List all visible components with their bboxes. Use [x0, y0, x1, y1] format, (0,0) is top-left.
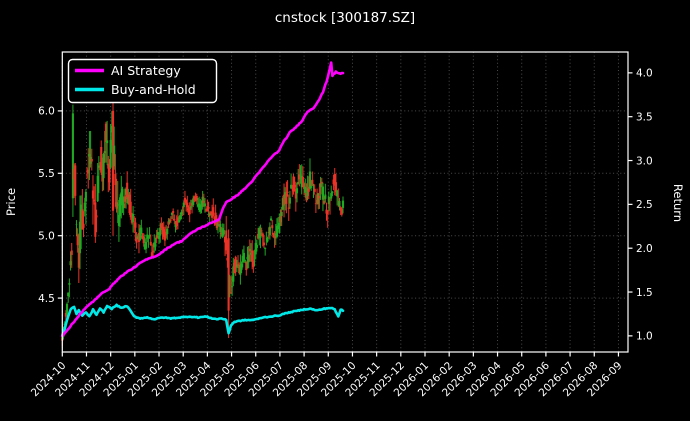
- price-tick-label: 5.5: [38, 168, 55, 180]
- candlestick-series: [61, 100, 345, 347]
- return-tick-label: 4.0: [636, 68, 653, 80]
- return-tick-label: 3.0: [636, 155, 653, 167]
- return-tick-label: 2.5: [636, 199, 653, 211]
- return-axis-label: Return: [671, 184, 685, 222]
- axis-ticks: [57, 72, 633, 357]
- price-tick-label: 4.5: [38, 293, 55, 305]
- legend-label-ai-strategy: AI Strategy: [111, 63, 181, 78]
- return-tick-label: 3.5: [636, 111, 653, 123]
- tick-labels: 4.55.05.56.01.01.52.02.53.03.54.02024-10…: [29, 68, 653, 399]
- legend-box: [67, 58, 218, 104]
- return-tick-label: 1.5: [636, 287, 653, 299]
- plot-frame: [61, 51, 629, 353]
- legend-label-buy-and-hold: Buy-and-Hold: [111, 82, 196, 97]
- legend: AI Strategy Buy-and-Hold: [67, 58, 218, 104]
- return-tick-label: 2.0: [636, 243, 653, 255]
- price-tick-label: 5.0: [38, 230, 55, 242]
- price-axis-label: Price: [4, 188, 18, 216]
- ai-strategy-line: [60, 61, 345, 338]
- price-tick-label: 6.0: [38, 106, 55, 118]
- line-series: [60, 61, 345, 338]
- chart-title: cnstock [300187.SZ]: [275, 10, 415, 26]
- buy-and-hold-line: [60, 303, 345, 337]
- return-tick-label: 1.0: [636, 331, 653, 343]
